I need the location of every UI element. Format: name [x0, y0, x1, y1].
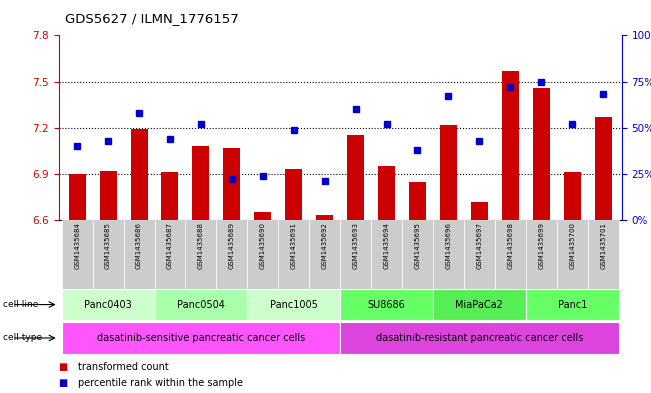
Text: transformed count: transformed count	[78, 362, 169, 373]
Bar	[564, 173, 581, 220]
Text: GSM1435698: GSM1435698	[507, 222, 514, 269]
Text: dasatinib-resistant pancreatic cancer cells: dasatinib-resistant pancreatic cancer ce…	[376, 333, 583, 343]
Bar	[131, 129, 148, 220]
Text: GSM1435692: GSM1435692	[322, 222, 327, 269]
Bar	[340, 322, 618, 354]
Text: GSM1435697: GSM1435697	[477, 222, 482, 269]
Bar	[278, 220, 309, 289]
Bar	[464, 220, 495, 289]
Text: GSM1435694: GSM1435694	[383, 222, 389, 269]
Text: GSM1435695: GSM1435695	[415, 222, 421, 269]
Bar	[557, 220, 588, 289]
Bar	[186, 220, 216, 289]
Text: dasatinib-sensitive pancreatic cancer cells: dasatinib-sensitive pancreatic cancer ce…	[97, 333, 305, 343]
Text: GSM1435701: GSM1435701	[600, 222, 606, 269]
Bar	[285, 169, 302, 220]
Bar	[594, 117, 612, 220]
Text: Panc1005: Panc1005	[270, 299, 318, 310]
Text: MiaPaCa2: MiaPaCa2	[456, 299, 503, 310]
Bar	[62, 289, 154, 320]
Bar	[526, 289, 618, 320]
Text: GSM1435689: GSM1435689	[229, 222, 235, 269]
Text: ■: ■	[59, 378, 68, 388]
Text: cell type: cell type	[3, 334, 42, 342]
Bar	[371, 220, 402, 289]
Text: GSM1435691: GSM1435691	[291, 222, 297, 269]
Bar	[588, 220, 618, 289]
Text: GSM1435686: GSM1435686	[136, 222, 142, 269]
Text: ■: ■	[59, 362, 68, 373]
Bar	[433, 220, 464, 289]
Bar	[193, 146, 210, 220]
Bar	[154, 220, 186, 289]
Bar	[309, 220, 340, 289]
Bar	[347, 136, 364, 220]
Bar	[216, 220, 247, 289]
Bar	[526, 220, 557, 289]
Bar	[62, 322, 340, 354]
Bar	[471, 202, 488, 220]
Bar	[340, 220, 371, 289]
Bar	[402, 220, 433, 289]
Text: GSM1435699: GSM1435699	[538, 222, 544, 269]
Bar	[255, 212, 271, 220]
Bar	[247, 289, 340, 320]
Text: GSM1435690: GSM1435690	[260, 222, 266, 269]
Bar	[378, 166, 395, 220]
Bar	[316, 215, 333, 220]
Bar	[92, 220, 124, 289]
Text: GSM1435700: GSM1435700	[569, 222, 575, 269]
Text: GDS5627 / ILMN_1776157: GDS5627 / ILMN_1776157	[65, 12, 239, 25]
Bar	[223, 148, 240, 220]
Bar	[124, 220, 154, 289]
Bar	[340, 289, 433, 320]
Text: Panc0403: Panc0403	[84, 299, 132, 310]
Text: GSM1435696: GSM1435696	[445, 222, 451, 269]
Text: cell line: cell line	[3, 300, 38, 309]
Text: Panc0504: Panc0504	[177, 299, 225, 310]
Bar	[161, 173, 178, 220]
Bar	[154, 289, 247, 320]
Bar	[440, 125, 457, 220]
Text: Panc1: Panc1	[557, 299, 587, 310]
Text: GSM1435688: GSM1435688	[198, 222, 204, 269]
Text: GSM1435687: GSM1435687	[167, 222, 173, 269]
Bar	[409, 182, 426, 220]
Bar	[502, 71, 519, 220]
Text: SU8686: SU8686	[368, 299, 406, 310]
Bar	[433, 289, 526, 320]
Text: GSM1435684: GSM1435684	[74, 222, 80, 269]
Bar	[533, 88, 549, 220]
Text: GSM1435685: GSM1435685	[105, 222, 111, 269]
Text: GSM1435693: GSM1435693	[353, 222, 359, 269]
Bar	[68, 174, 86, 220]
Text: percentile rank within the sample: percentile rank within the sample	[78, 378, 243, 388]
Bar	[495, 220, 526, 289]
Bar	[247, 220, 278, 289]
Bar	[100, 171, 117, 220]
Bar	[62, 220, 92, 289]
